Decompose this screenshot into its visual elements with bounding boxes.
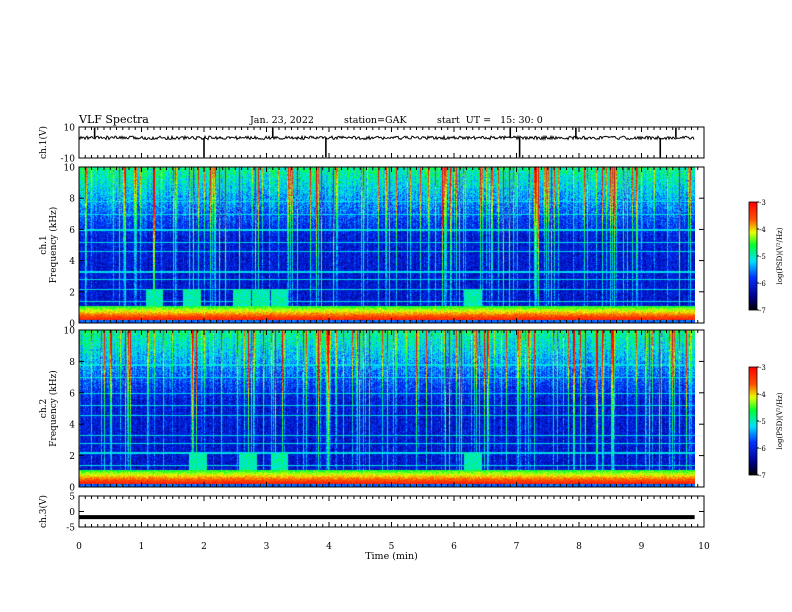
x-tick-label: 2 <box>201 542 207 552</box>
y-tick-label: 10 <box>64 327 76 337</box>
x-tick-label: 6 <box>451 542 457 552</box>
s1-heatmap <box>79 167 695 323</box>
y-tick-label: 8 <box>69 195 75 205</box>
colorbar-tick-label: -3 <box>759 199 766 207</box>
x-tick-label: 9 <box>639 542 645 552</box>
y-tick-label: 0 <box>69 320 75 330</box>
y-tick-label: 4 <box>69 421 75 431</box>
y-tick-label: 4 <box>69 257 75 267</box>
y-tick-label: 2 <box>69 452 75 462</box>
x-tick-label: 5 <box>389 542 395 552</box>
y-tick-label: 8 <box>69 358 75 368</box>
colorbar-tick-label: -3 <box>759 364 766 372</box>
x-tick-label: 0 <box>76 542 82 552</box>
ch1-waveform-trace <box>78 134 695 142</box>
x-tick-label: 1 <box>139 542 145 552</box>
y-axis-label: ch.3(V) <box>38 495 49 528</box>
colorbar-label: log(PSD)(V²/Hz) <box>776 227 784 284</box>
colorbar-tick-label: -7 <box>759 307 766 315</box>
x-tick-label: 8 <box>576 542 582 552</box>
y-tick-label: -5 <box>66 524 75 534</box>
y-tick-label: 6 <box>69 226 75 236</box>
x-tick-label: 10 <box>698 542 710 552</box>
colorbar-label: log(PSD)(V²/Hz) <box>776 392 784 449</box>
colorbar-tick-label: -5 <box>759 253 766 261</box>
colorbar-tick-label: -4 <box>759 391 766 399</box>
station-label: station=GAK <box>344 115 407 126</box>
y-tick-label: 0 <box>69 484 75 494</box>
colorbar-tick-label: -5 <box>759 418 766 426</box>
y-axis-label: ch.1(V) <box>38 126 49 159</box>
figure-title: VLF Spectra <box>79 113 149 126</box>
colorbar-1 <box>748 201 758 311</box>
y-tick-label: 2 <box>69 288 75 298</box>
y-tick-label: 10 <box>64 124 76 134</box>
colorbar-tick-label: -6 <box>759 280 766 288</box>
x-tick-label: 7 <box>514 542 520 552</box>
x-tick-label: 4 <box>326 542 332 552</box>
s2-heatmap <box>79 330 695 487</box>
y-tick-label: 6 <box>69 389 75 399</box>
date-label: Jan. 23, 2022 <box>250 115 314 126</box>
x-tick-label: 3 <box>264 542 270 552</box>
y-axis-label: Frequency (kHz) <box>48 370 59 447</box>
y-tick-label: 10 <box>64 164 76 174</box>
y-axis-label: Frequency (kHz) <box>48 207 59 284</box>
y-tick-label: 5 <box>69 493 75 503</box>
y-axis-label: ch.1 <box>39 235 49 254</box>
colorbar-tick-label: -4 <box>759 226 766 234</box>
y-tick-label: 0 <box>69 508 75 518</box>
start-time-label: start UT = 15: 30: 0 <box>437 115 543 126</box>
y-axis-label: ch.2 <box>39 399 49 418</box>
y-tick-label: -10 <box>61 155 76 165</box>
x-axis-label: Time (min) <box>365 551 418 562</box>
colorbar-tick-label: -6 <box>759 445 766 453</box>
colorbar-tick-label: -7 <box>759 472 766 480</box>
colorbar-2 <box>748 366 758 476</box>
